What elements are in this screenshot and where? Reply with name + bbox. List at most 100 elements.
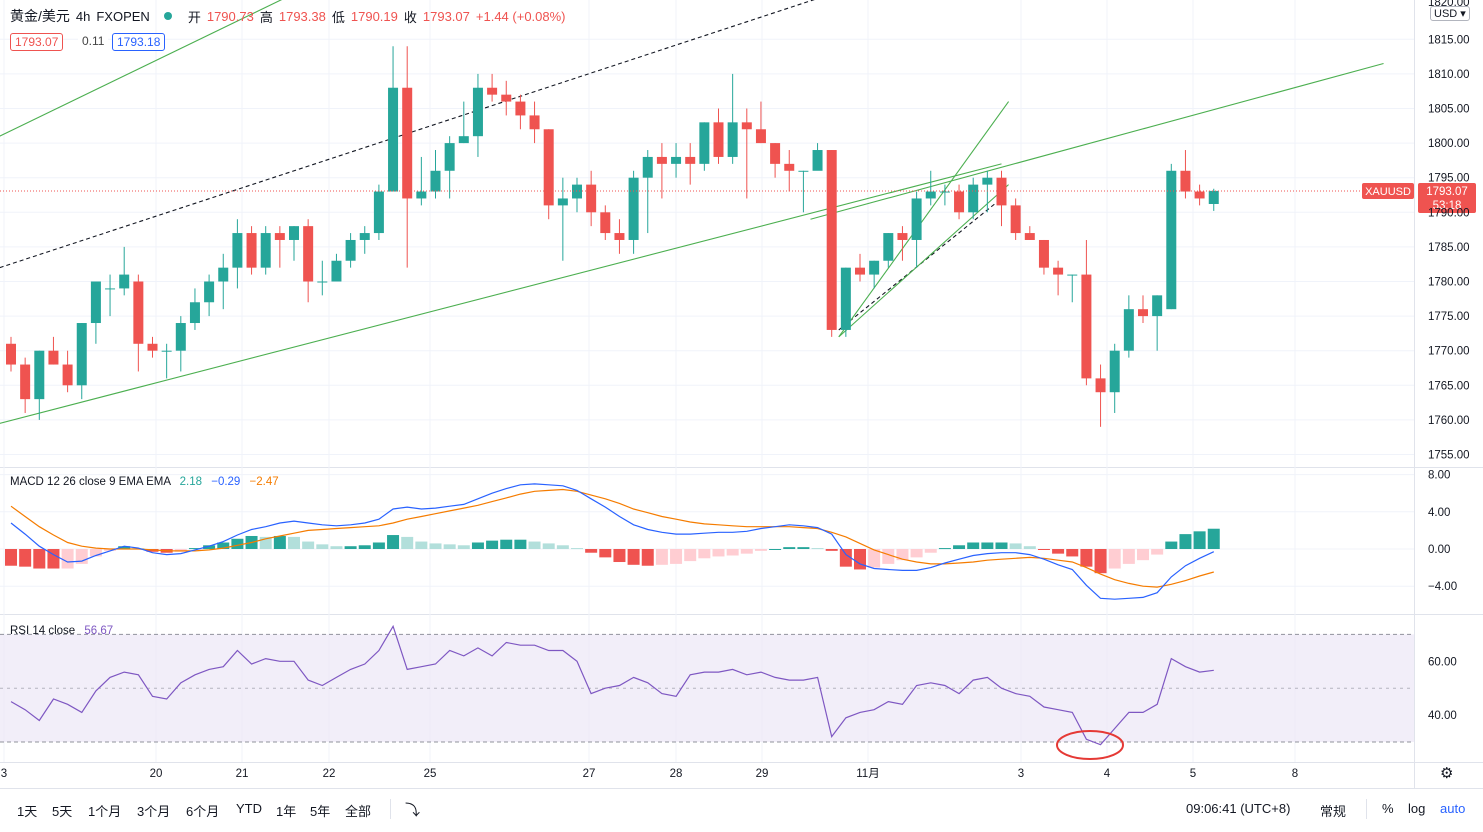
candle-body — [6, 343, 16, 365]
currency-selector[interactable]: USD ▾ — [1430, 6, 1470, 21]
range-1y-button[interactable]: 1年 — [276, 804, 297, 819]
macd-histogram-bar — [5, 549, 17, 566]
candle-body — [373, 191, 384, 234]
macd-histogram-bar — [698, 549, 711, 559]
candle-body — [741, 122, 752, 130]
candle-body — [147, 343, 158, 351]
clock-time[interactable]: 09:06:41 (UTC+8) — [1186, 801, 1291, 816]
candle-body — [175, 323, 186, 351]
range-6m-button[interactable]: 6个月 — [186, 804, 220, 819]
macd-histogram-bar — [882, 549, 895, 564]
candle-body — [232, 233, 243, 268]
log-scale-toggle[interactable]: log — [1408, 801, 1426, 816]
macd-histogram-bar — [1023, 546, 1036, 549]
price-tick-label: 1815.00 — [1428, 34, 1470, 46]
macd-histogram-bar — [372, 542, 385, 549]
range-5y-button[interactable]: 5年 — [310, 804, 331, 819]
symbol-name[interactable]: 黄金/美元 — [10, 8, 70, 24]
macd-histogram-bar — [542, 543, 555, 549]
candle-body — [458, 136, 469, 144]
close-value: 1793.07 — [422, 8, 470, 24]
macd-histogram-bar — [797, 547, 810, 549]
candle-body — [331, 260, 342, 282]
low-value: 1790.19 — [350, 8, 398, 24]
last-price-tag: 1793.07 — [1426, 186, 1468, 198]
price-tick-label: 1765.00 — [1428, 380, 1470, 392]
range-all-button[interactable]: 全部 — [345, 804, 372, 819]
macd-histogram-bar — [486, 540, 499, 549]
range-3m-button[interactable]: 3个月 — [137, 804, 171, 819]
macd-histogram-bar — [825, 549, 838, 551]
gear-icon[interactable]: ⚙ — [1440, 765, 1454, 782]
macd-histogram-bar — [641, 549, 654, 566]
buy-price-button[interactable]: 1793.18 — [112, 33, 166, 51]
rsi-line — [10, 624, 1214, 746]
macd-legend[interactable]: MACD 12 26 close 9 EMA EMA 2.18 −0.29 −2… — [10, 476, 279, 488]
range-1m-button[interactable]: 1个月 — [88, 804, 122, 819]
candle-body — [897, 233, 908, 240]
macd-histogram-bar — [118, 546, 131, 549]
macd-histogram-bar — [712, 549, 725, 557]
macd-histogram-bar — [203, 545, 216, 549]
chart-header: 黄金/美元 4h FXOPEN 开 1790.73 高 1793.38 低 1790.… — [10, 6, 566, 26]
rsi-band — [0, 633, 1414, 743]
last-price-line: XAUUSD 1793.07 53:18 — [0, 183, 1476, 214]
candle-body — [628, 177, 639, 240]
macd-histogram-bar — [89, 549, 102, 557]
macd-histogram-bar — [231, 538, 244, 549]
toolbar-divider — [390, 799, 391, 819]
candle-body — [1166, 170, 1177, 310]
macd-histogram-bar — [1094, 549, 1107, 574]
trendlines[interactable] — [0, 0, 1384, 424]
candle-body — [600, 212, 611, 234]
macd-signal-value: −2.47 — [249, 476, 279, 488]
macd-histogram-bar — [1066, 549, 1079, 557]
macd-histogram-bar — [599, 549, 612, 558]
price-tick-label: 1785.00 — [1428, 242, 1470, 254]
session-mode[interactable]: 常规 — [1320, 804, 1347, 819]
macd-histogram-bar — [585, 549, 598, 553]
price-tick-label: 1775.00 — [1428, 311, 1470, 323]
macd-pane[interactable] — [5, 483, 1220, 600]
spread-value: 0.11 — [78, 33, 109, 49]
candle-body — [48, 350, 59, 365]
currency-label: USD — [1434, 8, 1458, 20]
short-channel-upper-line — [838, 101, 1010, 338]
rsi-pane[interactable] — [10, 624, 1214, 746]
candle-body — [770, 143, 781, 164]
high-value: 1793.38 — [278, 8, 326, 24]
time-tick-label: 20 — [150, 768, 163, 780]
interval[interactable]: 4h — [75, 8, 91, 24]
percent-scale-toggle[interactable]: % — [1382, 801, 1394, 816]
candle-body — [529, 115, 540, 130]
candlesticks[interactable] — [6, 46, 1219, 427]
macd-histogram-bar — [1122, 549, 1135, 564]
candle-body — [996, 177, 1007, 206]
candle-body — [472, 87, 483, 137]
macd-histogram-bar — [302, 541, 315, 549]
rsi-legend[interactable]: RSI 14 close 56.67 — [10, 625, 113, 637]
macd-histogram-bar — [839, 549, 852, 567]
range-ytd-button[interactable]: YTD — [236, 801, 262, 816]
auto-scale-toggle[interactable]: auto — [1440, 801, 1466, 816]
time-tick-label: 3 — [1018, 768, 1024, 780]
macd-histogram-bar — [415, 541, 428, 549]
rsi-annotation-ellipse[interactable] — [1056, 730, 1124, 760]
sell-price-button[interactable]: 1793.07 — [10, 33, 64, 51]
macd-histogram-bar — [783, 547, 796, 549]
macd-histogram-bar — [613, 549, 626, 563]
candle-body — [161, 350, 172, 352]
candle-body — [388, 87, 399, 192]
bottom-toolbar: 1天 5天 1个月 3个月 6个月 YTD 1年 5年 全部 ⤵ 09:06:4… — [0, 788, 1483, 831]
range-5d-button[interactable]: 5天 — [52, 804, 73, 819]
time-tick-label: 3 — [1, 768, 7, 780]
candle-body — [755, 129, 766, 144]
time-tick-label: 22 — [323, 768, 336, 780]
macd-histogram-bar — [854, 549, 866, 570]
macd-histogram-bar — [896, 549, 909, 561]
range-1d-button[interactable]: 1天 — [17, 804, 38, 819]
goto-date-icon[interactable]: ⤵ — [405, 802, 421, 819]
macd-histogram-bar — [1009, 543, 1022, 549]
channel-extension-line — [810, 62, 1384, 220]
